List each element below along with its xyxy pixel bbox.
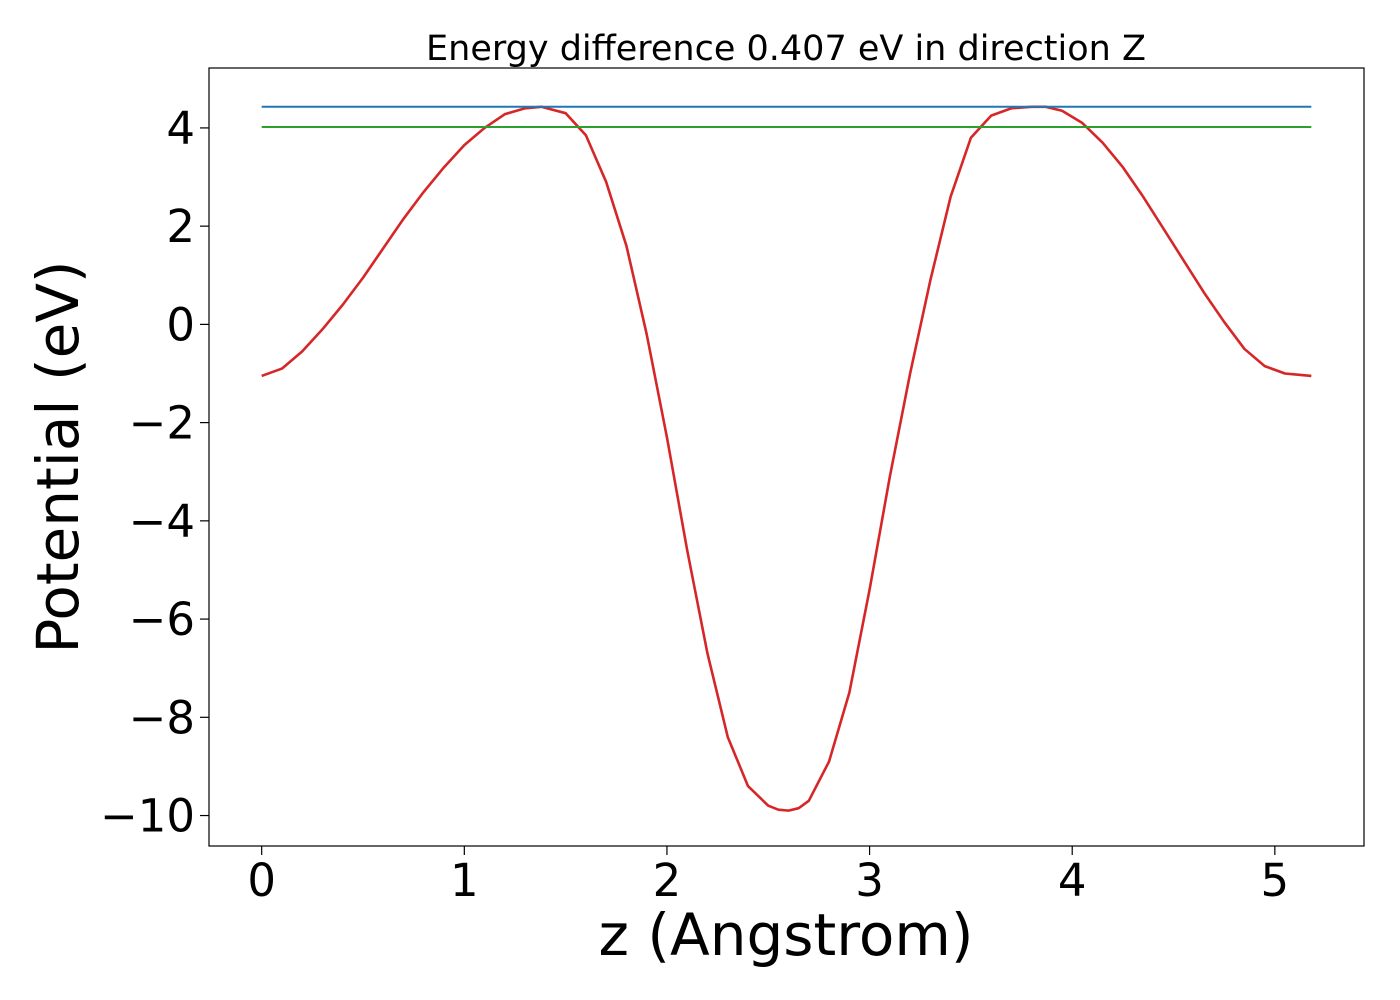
y-tick-label: −8 bbox=[129, 691, 195, 744]
series-line-1 bbox=[261, 105, 1312, 812]
plot-frame bbox=[208, 67, 1365, 847]
y-axis-label: Potential (eV) bbox=[24, 260, 92, 653]
x-tick-label: 0 bbox=[247, 854, 276, 907]
x-tick-label: 1 bbox=[450, 854, 479, 907]
y-tick-label: −4 bbox=[129, 495, 195, 548]
x-tick-label: 2 bbox=[653, 854, 682, 907]
y-tick-label: −6 bbox=[129, 593, 195, 646]
y-tick-label: 0 bbox=[166, 298, 195, 351]
x-tick-label: 5 bbox=[1261, 854, 1290, 907]
y-axis: 4 2 0 −2 −4 −6 −8 −10 bbox=[100, 102, 209, 843]
y-tick-label: −10 bbox=[100, 790, 195, 843]
x-tick-label: 3 bbox=[855, 854, 884, 907]
x-tick-label: 4 bbox=[1058, 854, 1087, 907]
y-tick-label: 2 bbox=[166, 200, 195, 253]
y-tick-label: −2 bbox=[129, 397, 195, 450]
x-axis: 0 1 2 3 4 5 bbox=[247, 846, 1289, 907]
y-tick-label: 4 bbox=[166, 102, 195, 155]
x-axis-label: z (Angstrom) bbox=[599, 901, 974, 969]
series-layer bbox=[261, 105, 1312, 812]
chart-title: Energy difference 0.407 eV in direction … bbox=[426, 29, 1146, 69]
